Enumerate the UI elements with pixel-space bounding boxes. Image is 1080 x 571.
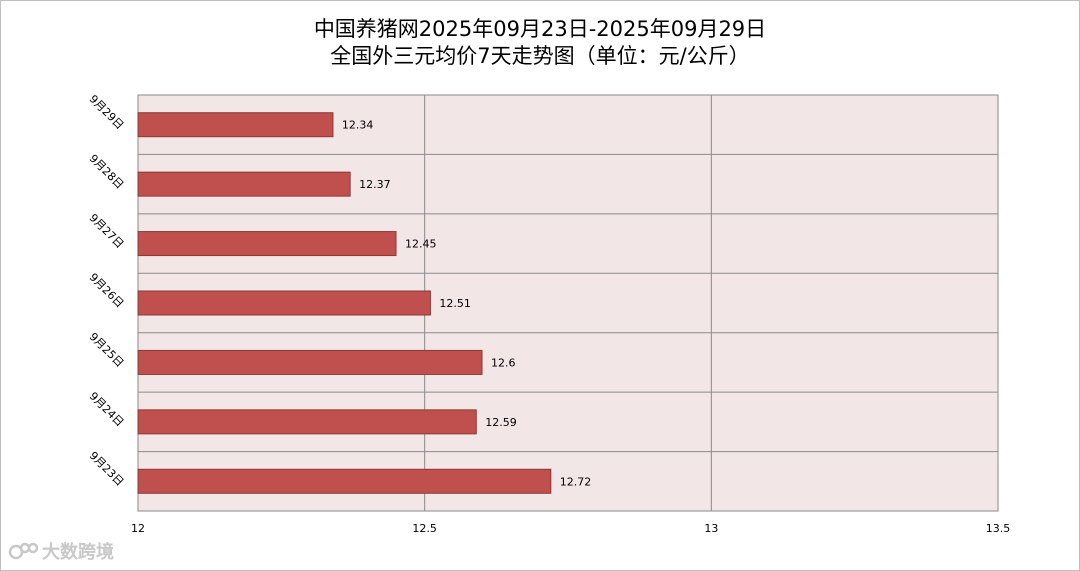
bar	[137, 290, 431, 316]
watermark: 大数跨境	[8, 538, 114, 564]
chart-subtitle: 全国外三元均价7天走势图（单位：元/公斤）	[330, 44, 750, 68]
data-label: 12.72	[560, 475, 592, 488]
data-label: 12.37	[359, 178, 391, 191]
x-tick-label: 13.5	[986, 522, 1011, 535]
y-category-label: 9月26日	[87, 271, 127, 311]
data-label: 12.34	[342, 119, 374, 132]
data-label: 12.59	[485, 416, 517, 429]
y-category-label: 9月28日	[87, 152, 127, 192]
watermark-text: 大数跨境	[42, 542, 114, 563]
bar	[137, 349, 483, 375]
chart-title: 中国养猪网2025年09月23日-2025年09月29日	[313, 17, 767, 41]
x-tick-label: 12.5	[412, 522, 437, 535]
bar	[137, 112, 334, 138]
data-label: 12.51	[439, 297, 471, 310]
y-category-label: 9月27日	[87, 211, 127, 251]
y-category-label: 9月24日	[87, 390, 127, 430]
x-tick-label: 12	[131, 522, 145, 535]
data-label: 12.6	[491, 356, 516, 369]
bar	[137, 231, 397, 257]
chart-title-block: 中国养猪网2025年09月23日-2025年09月29日 全国外三元均价7天走势…	[0, 16, 1080, 70]
y-category-label: 9月23日	[87, 449, 127, 489]
x-tick-label: 13	[704, 522, 718, 535]
data-label: 12.45	[405, 238, 437, 251]
bar	[137, 171, 351, 197]
y-category-label: 9月25日	[87, 330, 127, 370]
y-category-label: 9月29日	[87, 92, 127, 132]
bar	[137, 409, 477, 435]
bar	[137, 468, 552, 494]
brand-logo-icon	[8, 542, 38, 560]
